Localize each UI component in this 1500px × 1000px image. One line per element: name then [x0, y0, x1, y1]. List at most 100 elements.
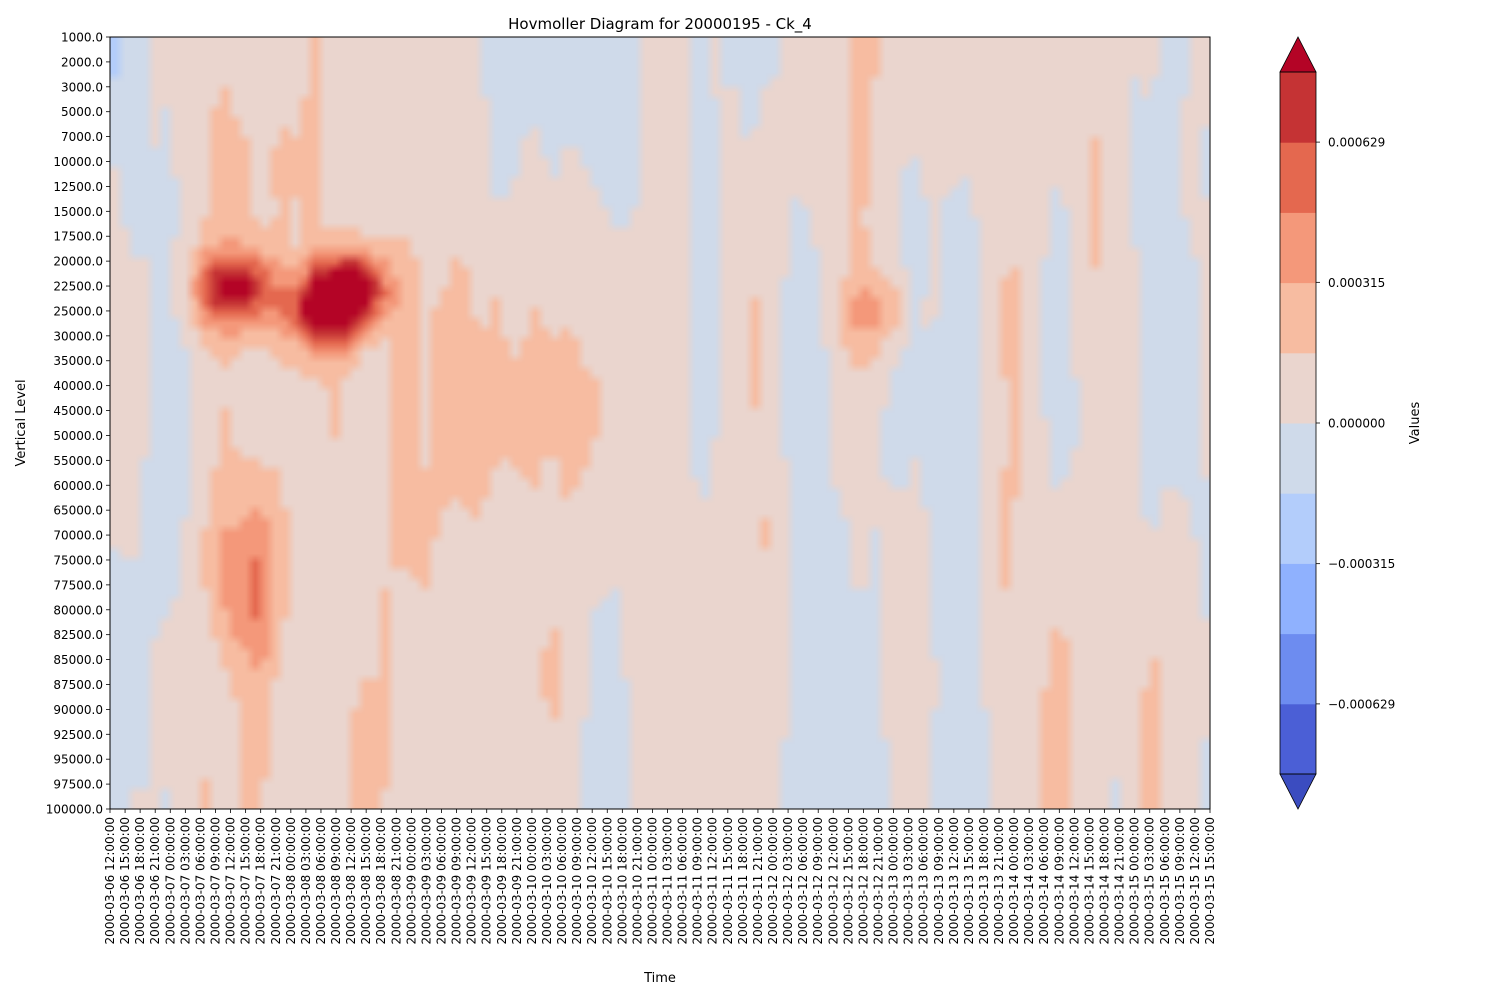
x-tick-label: 2000-03-09 18:00:00 — [495, 817, 509, 944]
y-tick-label: 95000.0 — [53, 753, 103, 767]
colorbar-tick-label: 0.000315 — [1328, 276, 1385, 290]
x-tick-label: 2000-03-15 03:00:00 — [1143, 817, 1157, 944]
x-tick-label: 2000-03-13 03:00:00 — [902, 817, 916, 944]
colorbar-tick-label: 0.000629 — [1328, 136, 1385, 150]
x-tick-label: 2000-03-08 15:00:00 — [359, 817, 373, 944]
y-axis-label: Vertical Level — [14, 379, 29, 466]
y-tick-label: 85000.0 — [53, 653, 103, 667]
colorbar-band — [1280, 493, 1316, 564]
x-tick-label: 2000-03-08 03:00:00 — [299, 817, 313, 944]
x-tick-label: 2000-03-08 06:00:00 — [314, 817, 328, 944]
y-tick-label: 15000.0 — [53, 205, 103, 219]
y-tick-label: 5000.0 — [61, 105, 103, 119]
colorbar-label: Values — [1408, 402, 1423, 445]
y-tick-label: 35000.0 — [53, 354, 103, 368]
x-tick-label: 2000-03-11 03:00:00 — [661, 817, 675, 944]
x-tick-label: 2000-03-12 18:00:00 — [856, 817, 870, 944]
x-tick-label: 2000-03-13 18:00:00 — [977, 817, 991, 944]
plot-area — [110, 37, 1210, 809]
x-tick-label: 2000-03-14 15:00:00 — [1082, 817, 1096, 944]
x-tick-label: 2000-03-10 21:00:00 — [630, 817, 644, 944]
y-tick-label: 3000.0 — [61, 80, 103, 94]
colorbar-band — [1280, 142, 1316, 213]
x-tick-label: 2000-03-09 09:00:00 — [450, 817, 464, 944]
x-tick-label: 2000-03-15 09:00:00 — [1173, 817, 1187, 944]
y-tick-label: 45000.0 — [53, 404, 103, 418]
x-tick-label: 2000-03-13 00:00:00 — [887, 817, 901, 944]
x-tick-label: 2000-03-07 00:00:00 — [163, 817, 177, 944]
y-tick-label: 80000.0 — [53, 603, 103, 617]
colorbar-band — [1280, 352, 1316, 424]
x-tick-label: 2000-03-07 21:00:00 — [269, 817, 283, 944]
colorbar-band — [1280, 282, 1316, 354]
x-tick-label: 2000-03-09 00:00:00 — [404, 817, 418, 944]
x-tick-label: 2000-03-15 12:00:00 — [1188, 817, 1202, 944]
x-tick-label: 2000-03-12 21:00:00 — [871, 817, 885, 944]
x-tick-label: 2000-03-12 15:00:00 — [841, 817, 855, 944]
x-tick-label: 2000-03-15 00:00:00 — [1128, 817, 1142, 944]
x-tick-label: 2000-03-08 12:00:00 — [344, 817, 358, 944]
x-tick-label: 2000-03-08 18:00:00 — [374, 817, 388, 944]
x-tick-label: 2000-03-11 00:00:00 — [645, 817, 659, 944]
colorbar-band — [1280, 703, 1316, 775]
x-tick-label: 2000-03-10 09:00:00 — [570, 817, 584, 944]
x-tick-label: 2000-03-14 09:00:00 — [1052, 817, 1066, 944]
chart-title: Hovmoller Diagram for 20000195 - Ck_4 — [508, 15, 812, 34]
y-tick-label: 55000.0 — [53, 454, 103, 468]
x-tick-label: 2000-03-11 15:00:00 — [721, 817, 735, 944]
x-tick-label: 2000-03-15 15:00:00 — [1203, 817, 1217, 944]
x-tick-label: 2000-03-14 21:00:00 — [1113, 817, 1127, 944]
contour-field — [110, 37, 1210, 809]
x-tick-label: 2000-03-06 15:00:00 — [118, 817, 132, 944]
x-tick-label: 2000-03-11 18:00:00 — [736, 817, 750, 944]
x-tick-label: 2000-03-13 06:00:00 — [917, 817, 931, 944]
x-tick-label: 2000-03-13 15:00:00 — [962, 817, 976, 944]
y-tick-label: 40000.0 — [53, 379, 103, 393]
y-tick-label: 82500.0 — [53, 628, 103, 642]
x-tick-label: 2000-03-10 00:00:00 — [525, 817, 539, 944]
y-axis: 1000.0 2000.0 3000.0 5000.0 7000.0 10000.0 125… — [46, 31, 110, 817]
colorbar-band — [1280, 212, 1316, 284]
colorbar-band — [1280, 72, 1316, 143]
x-tick-label: 2000-03-07 18:00:00 — [254, 817, 268, 944]
y-tick-label: 77500.0 — [53, 578, 103, 592]
y-tick-label: 87500.0 — [53, 678, 103, 692]
y-tick-label: 90000.0 — [53, 703, 103, 717]
plot-frame — [109, 36, 1211, 810]
x-tick-label: 2000-03-10 06:00:00 — [555, 817, 569, 944]
x-axis-label: Time — [643, 971, 676, 986]
colorbar: 0.000629 0.000315 0.000000 −0.000315 −0.0006… — [1279, 36, 1395, 810]
x-tick-label: 2000-03-10 15:00:00 — [600, 817, 614, 944]
x-tick-label: 2000-03-06 18:00:00 — [133, 817, 147, 944]
x-tick-label: 2000-03-13 12:00:00 — [947, 817, 961, 944]
x-tick-label: 2000-03-06 12:00:00 — [103, 817, 117, 944]
colorbar-band — [1280, 423, 1316, 494]
x-tick-label: 2000-03-14 03:00:00 — [1022, 817, 1036, 944]
x-tick-label: 2000-03-08 21:00:00 — [389, 817, 403, 944]
y-tick-label: 22500.0 — [53, 280, 103, 294]
y-tick-label: 17500.0 — [53, 230, 103, 244]
y-tick-label: 2000.0 — [61, 55, 103, 69]
y-tick-label: 20000.0 — [53, 255, 103, 269]
y-tick-label: 100000.0 — [46, 803, 103, 817]
x-tick-label: 2000-03-13 21:00:00 — [992, 817, 1006, 944]
y-tick-label: 65000.0 — [53, 504, 103, 518]
x-tick-label: 2000-03-07 09:00:00 — [208, 817, 222, 944]
y-tick-label: 1000.0 — [61, 31, 103, 45]
x-tick-label: 2000-03-14 18:00:00 — [1098, 817, 1112, 944]
x-tick-label: 2000-03-12 00:00:00 — [766, 817, 780, 944]
x-tick-label: 2000-03-09 15:00:00 — [480, 817, 494, 944]
colorbar-tick-label: −0.000315 — [1328, 557, 1395, 571]
x-tick-label: 2000-03-07 06:00:00 — [193, 817, 207, 944]
y-tick-label: 60000.0 — [53, 479, 103, 493]
colorbar-tick-label: −0.000629 — [1328, 697, 1395, 711]
x-tick-label: 2000-03-14 06:00:00 — [1037, 817, 1051, 944]
x-tick-label: 2000-03-11 12:00:00 — [706, 817, 720, 944]
x-tick-label: 2000-03-06 21:00:00 — [148, 817, 162, 944]
x-tick-label: 2000-03-09 21:00:00 — [510, 817, 524, 944]
x-tick-label: 2000-03-12 06:00:00 — [796, 817, 810, 944]
y-tick-label: 30000.0 — [53, 329, 103, 343]
x-tick-label: 2000-03-10 18:00:00 — [615, 817, 629, 944]
y-tick-label: 25000.0 — [53, 304, 103, 318]
